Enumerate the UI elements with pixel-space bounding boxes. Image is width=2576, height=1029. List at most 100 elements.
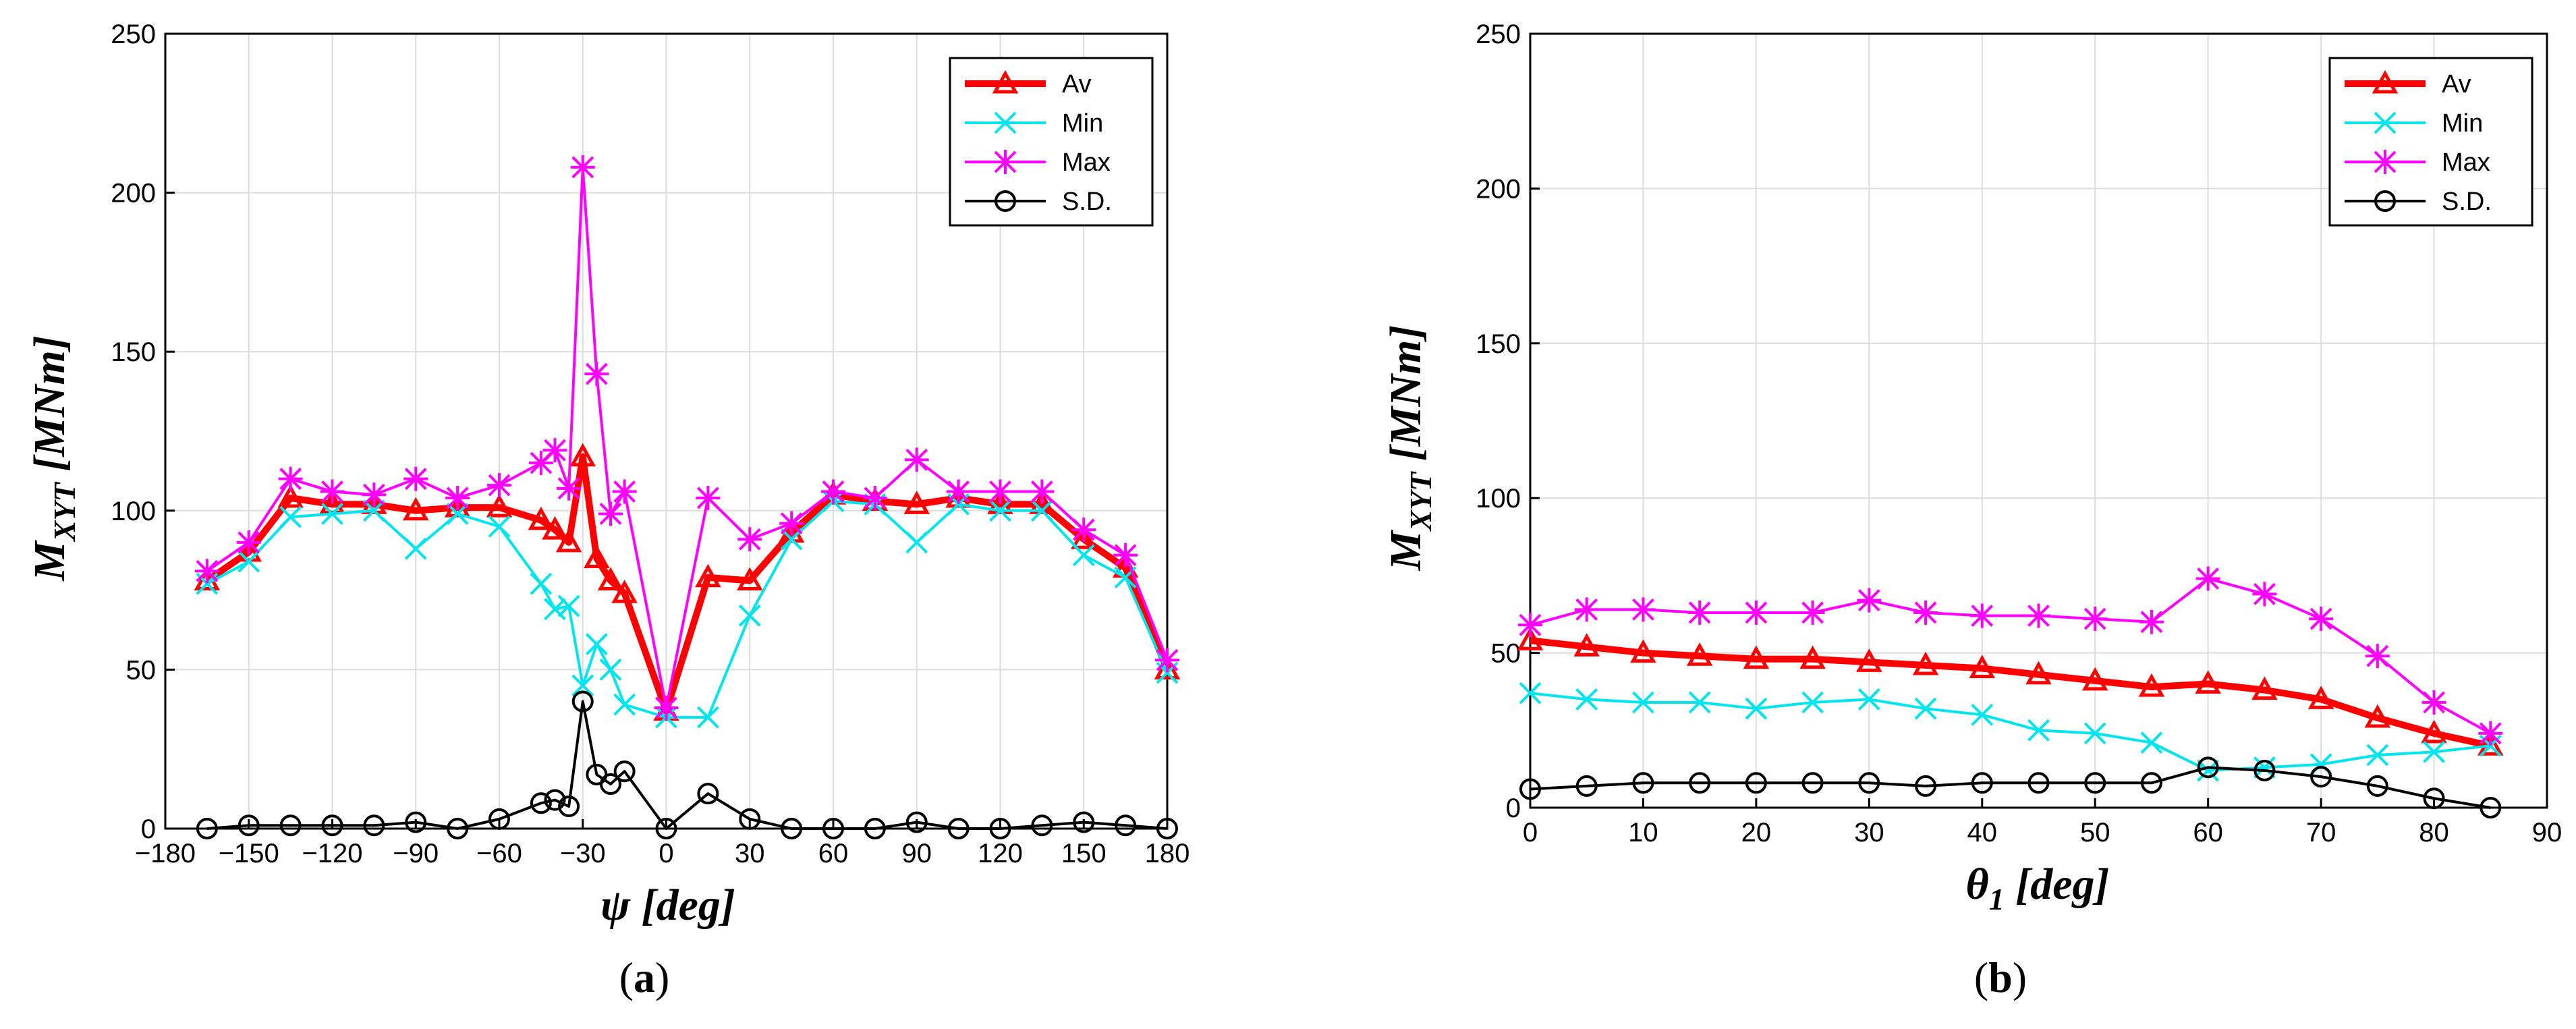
data-point — [1632, 772, 1654, 794]
data-point — [613, 760, 636, 783]
legend-entry: Max — [2345, 148, 2490, 177]
data-point — [611, 580, 638, 603]
data-point — [2025, 661, 2052, 685]
data-point — [864, 818, 886, 839]
y-tick-label: 50 — [1491, 639, 1521, 669]
y-tick-label: 0 — [141, 814, 156, 844]
panel-label: (a) — [619, 953, 670, 1001]
series-line — [206, 700, 1168, 830]
data-point — [695, 563, 721, 588]
data-point — [321, 503, 343, 525]
data-point — [696, 485, 721, 510]
data-point — [988, 479, 1013, 504]
legend-marker — [994, 111, 1017, 134]
series-line — [206, 499, 1169, 719]
data-point — [821, 479, 845, 504]
series-sd — [196, 690, 1178, 839]
legend: Av Min Max S.D. — [2328, 57, 2533, 227]
data-point — [528, 506, 555, 530]
x-tick-label: −90 — [393, 839, 439, 868]
legend-label: Max — [2442, 148, 2490, 177]
legend: Av Min Max S.D. — [949, 57, 1154, 227]
panel-label-open: ( — [619, 953, 634, 1001]
data-point — [2140, 772, 2162, 794]
x-tick-label: 0 — [659, 839, 673, 868]
data-point — [2027, 719, 2050, 742]
x-axis-label: ψ [deg] — [600, 881, 735, 930]
data-point — [822, 818, 844, 839]
x-tick-label: −30 — [560, 839, 606, 868]
legend-label: S.D. — [2442, 188, 2492, 216]
x-tick-label: 120 — [978, 839, 1023, 868]
data-point — [696, 706, 719, 729]
data-point — [542, 516, 568, 540]
panel-label-close: ) — [2013, 953, 2027, 1001]
data-point — [2253, 756, 2276, 779]
data-point — [597, 567, 624, 590]
data-point — [530, 792, 552, 814]
y-axis-label-subscript: XYT — [47, 481, 82, 543]
data-point — [1155, 648, 1179, 673]
data-point — [2138, 673, 2165, 697]
data-point — [569, 443, 596, 467]
series-min — [196, 490, 1179, 729]
legend-marker — [993, 150, 1017, 174]
data-point — [697, 783, 719, 805]
chart-a: −180 −150 −120 −90 −60 −30 0 30 60 90 120 150 180 0 50… — [25, 20, 1189, 1001]
y-axis-label-symbol: M — [1381, 529, 1430, 571]
x-axis-label: θ1 [deg] — [1965, 860, 2109, 916]
x-tick-label: 90 — [2532, 818, 2563, 847]
legend-entry: Min — [2345, 109, 2483, 138]
series-line — [1530, 692, 2491, 772]
x-tick-label: 50 — [2080, 818, 2110, 847]
data-point — [1575, 688, 1598, 711]
data-point — [2195, 670, 2221, 694]
data-point — [654, 695, 679, 720]
data-point — [447, 818, 469, 839]
legend-marker — [2374, 190, 2396, 212]
data-point — [905, 811, 928, 833]
data-point — [1856, 648, 1882, 672]
x-axis-label-symbol: θ — [1965, 860, 1988, 909]
data-point — [446, 503, 469, 525]
data-point — [781, 818, 803, 839]
series-max — [1518, 566, 2503, 746]
series-line — [1530, 766, 2491, 809]
data-point — [571, 674, 594, 697]
x-tick-label: −60 — [476, 839, 522, 868]
data-point — [655, 818, 677, 839]
legend-label: Min — [1062, 109, 1103, 138]
data-point — [1687, 600, 1712, 625]
data-point — [236, 530, 261, 555]
data-point — [1743, 645, 1770, 669]
data-point — [2083, 607, 2108, 632]
data-point — [599, 658, 622, 681]
y-axis-label-unit: [MNm] — [25, 335, 74, 482]
x-tick-label: 90 — [902, 839, 932, 868]
x-tick-label: 60 — [818, 839, 849, 868]
data-point — [1971, 703, 1994, 726]
y-tick-label: 150 — [111, 337, 156, 367]
data-point — [445, 485, 470, 510]
x-axis-label-symbol: ψ — [600, 881, 631, 930]
data-point — [1688, 691, 1711, 714]
data-point — [1031, 814, 1053, 837]
data-point — [486, 493, 513, 518]
data-point — [405, 811, 427, 833]
data-point — [1632, 691, 1654, 714]
data-point — [905, 531, 928, 554]
data-point — [1156, 818, 1178, 839]
series-line — [206, 165, 1169, 709]
data-point — [320, 479, 345, 504]
data-point — [989, 818, 1011, 839]
data-point — [1071, 526, 1097, 549]
x-tick-label: 30 — [1854, 818, 1884, 847]
data-point — [362, 499, 385, 522]
data-point — [1914, 697, 1937, 720]
chart-b: 0 10 20 30 40 50 60 70 80 90 0 50 100 150 200 250 Av Min M… — [1381, 20, 2562, 1001]
panel-label: (b) — [1974, 953, 2027, 1001]
data-point — [237, 550, 260, 573]
data-point — [2423, 741, 2445, 763]
data-point — [2365, 644, 2390, 669]
x-tick-label: 180 — [1145, 839, 1190, 868]
